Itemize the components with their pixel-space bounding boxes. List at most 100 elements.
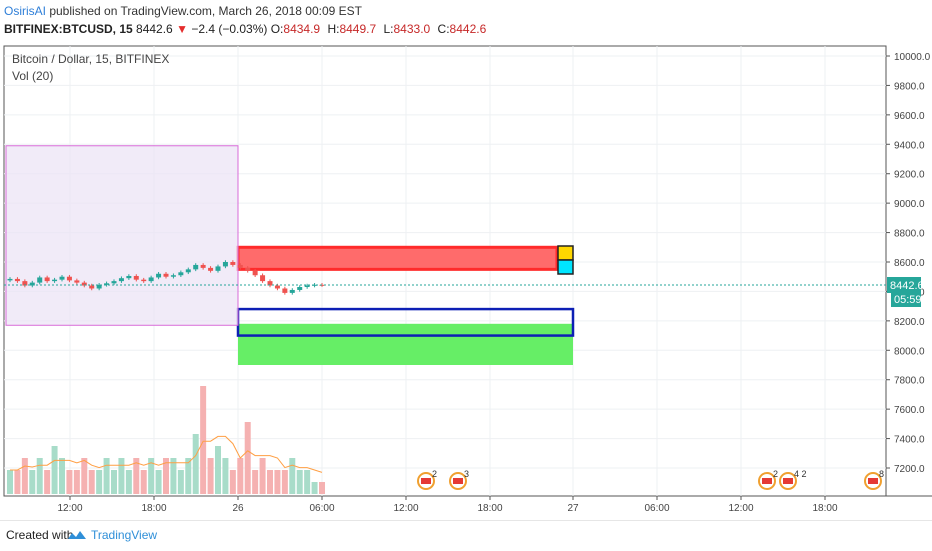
volume-bar	[36, 458, 43, 494]
event-flag-stripe	[453, 478, 463, 484]
event-flag-stripe	[783, 478, 793, 484]
footer: Created with TradingView	[0, 520, 932, 551]
volume-bar	[185, 458, 192, 494]
volume-bar	[222, 458, 229, 494]
volume-bar	[7, 470, 13, 494]
tradingview-brand[interactable]: TradingView	[91, 528, 158, 542]
close-value: 8442.6	[449, 22, 487, 36]
time-tick-label: 27	[567, 503, 579, 514]
volume-bar	[59, 458, 65, 494]
volume-bar	[215, 446, 221, 494]
author-link[interactable]: OsirisAI	[4, 4, 46, 18]
volume-bar	[200, 386, 207, 494]
volume-bar	[274, 470, 281, 494]
created-with-label: Created with	[6, 528, 74, 542]
candle-body	[215, 266, 221, 271]
candle-body	[252, 270, 258, 276]
volume-ma-line	[10, 435, 323, 473]
volume-bar	[96, 470, 103, 494]
price-tick-label: 9800.0	[894, 81, 925, 92]
candle-body	[133, 275, 139, 280]
price-tick-label: 8600.0	[894, 258, 925, 269]
volume-bar	[267, 470, 273, 494]
candle-body	[274, 285, 280, 289]
candle-body	[7, 278, 13, 281]
candle-body	[312, 284, 318, 286]
countdown-tag	[891, 292, 921, 307]
candle-body	[37, 277, 43, 283]
price-tick-label: 9600.0	[894, 111, 925, 122]
time-axis[interactable]: 12:00 18:00 26 06:00 12:00 18:00 27 06:00 12:00 1…	[57, 496, 838, 514]
price-axis[interactable]: 10000.0 9800.0 9600.0 9400.0 9200.0 9000.0 880…	[886, 52, 931, 475]
candle-body	[297, 287, 303, 290]
zones-layer	[5, 145, 575, 365]
volume-bar	[81, 458, 88, 494]
volume-bar	[207, 458, 214, 494]
candle-body	[89, 285, 95, 289]
range-zone	[5, 145, 239, 326]
candle-body	[66, 276, 72, 281]
time-tick-label: 12:00	[57, 503, 82, 514]
candle-body	[59, 276, 65, 280]
price-tick-label: 10000.0	[894, 52, 931, 63]
candle-body	[126, 275, 132, 279]
tradingview-logo-icon	[68, 531, 86, 539]
high-label: H:	[327, 22, 340, 36]
volume-bar	[311, 482, 318, 494]
volume-bar	[192, 434, 199, 494]
candle-body	[44, 277, 50, 282]
price-tick-label: 9000.0	[894, 199, 925, 210]
ohlc-line: BITFINEX:BTCUSD, 15 8442.6 ▼ −2.4 (−0.03…	[4, 20, 490, 38]
time-tick-label: 12:00	[728, 503, 753, 514]
candle-body	[237, 264, 243, 268]
volume-bar	[88, 470, 95, 494]
price-tick-label: 9200.0	[894, 170, 925, 181]
event-count: 4 2	[794, 469, 807, 479]
volume-bar	[14, 470, 21, 494]
last-price: 8442.6	[136, 22, 173, 36]
volume-bar	[125, 470, 132, 494]
price-change: −2.4 (−0.03%)	[191, 22, 268, 36]
price-tick-label: 7400.0	[894, 435, 925, 446]
down-arrow-icon: ▼	[176, 22, 188, 36]
time-tick-label: 18:00	[141, 503, 166, 514]
event-flag-stripe	[421, 478, 431, 484]
volume-bar	[140, 470, 147, 494]
volume-bar	[66, 470, 73, 494]
current-price-tag	[887, 277, 921, 293]
supply-zone	[236, 245, 559, 271]
candle-body	[208, 267, 214, 271]
publish-line: OsirisAI published on TradingView.com, M…	[4, 2, 362, 20]
candle-body	[170, 275, 176, 277]
volume-bar	[21, 458, 28, 494]
candle-body	[163, 273, 169, 277]
candle-body	[96, 284, 102, 289]
event-flag-stripe	[868, 478, 878, 484]
symbol-label: BITFINEX:BTCUSD, 15	[4, 22, 133, 36]
time-tick-label: 26	[232, 503, 244, 514]
volume-layer	[7, 386, 325, 494]
time-tick-label: 18:00	[812, 503, 837, 514]
candle-body	[178, 272, 184, 276]
event-count: 8	[879, 469, 884, 479]
price-tick-label: 9400.0	[894, 140, 925, 151]
countdown-label: 05:59	[894, 294, 922, 306]
candle-body	[200, 264, 206, 268]
candle-body	[289, 289, 295, 293]
candle-body	[193, 264, 199, 270]
volume-bar	[244, 422, 251, 494]
chart-canvas[interactable]: 10000.09800.09600.09400.09200.09000.0880…	[0, 42, 932, 520]
volume-bar	[29, 470, 36, 494]
volume-bar	[304, 470, 311, 494]
time-tick-label: 06:00	[644, 503, 669, 514]
volume-bar	[237, 458, 244, 494]
candle-body	[14, 278, 20, 282]
candles-layer	[7, 260, 325, 295]
volume-bar	[259, 458, 266, 494]
volume-bar	[155, 470, 162, 494]
event-flag-stripe	[762, 478, 772, 484]
candle-body	[104, 283, 110, 285]
volume-bar	[103, 458, 110, 494]
candle-body	[260, 275, 266, 282]
volume-bar	[296, 470, 303, 494]
